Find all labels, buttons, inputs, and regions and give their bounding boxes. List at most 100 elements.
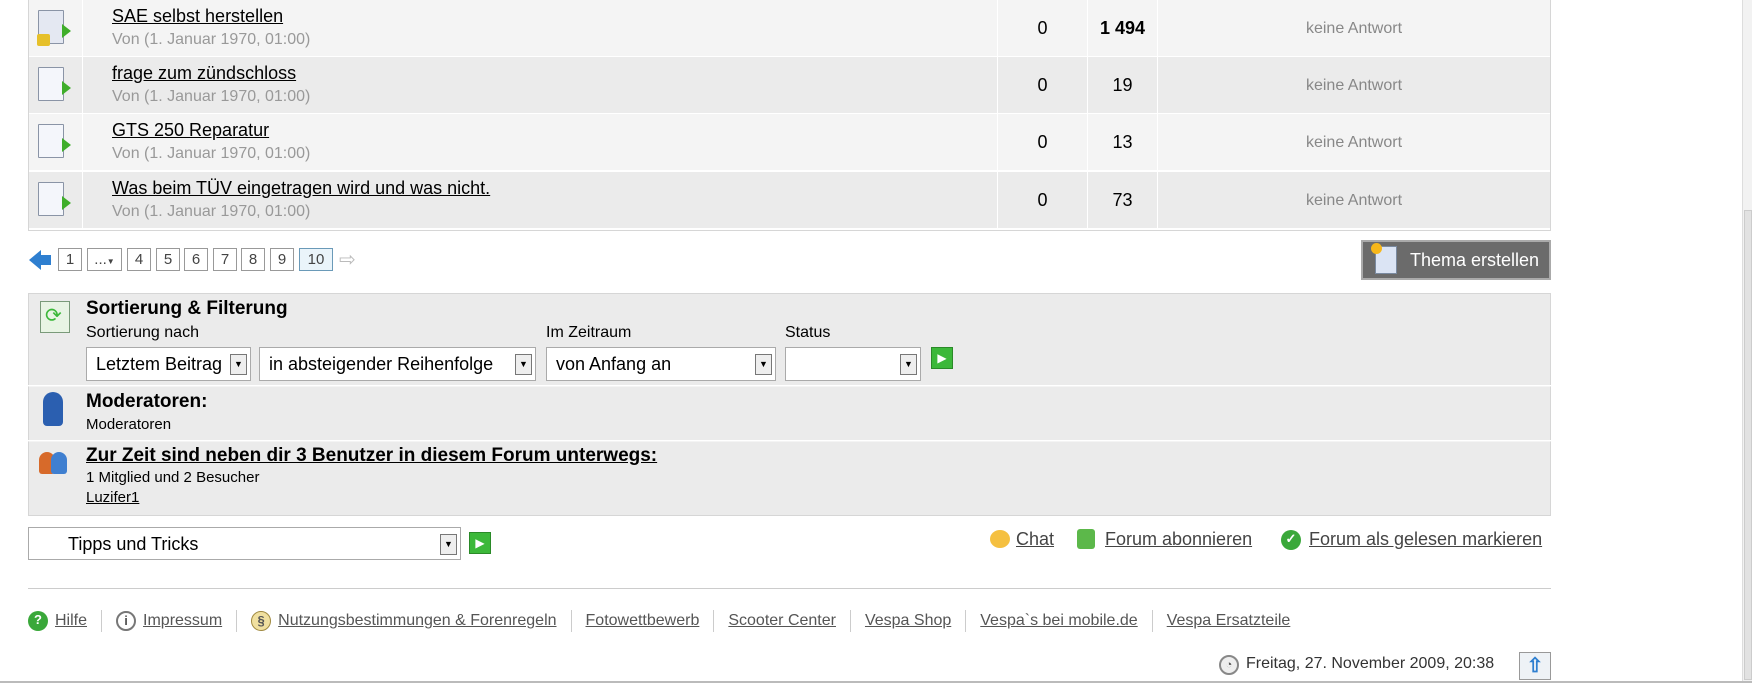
moved-document-icon [38, 67, 71, 101]
vertical-scrollbar[interactable] [1742, 0, 1752, 681]
next-page-icon: ⇨ [339, 249, 356, 271]
moved-document-icon [38, 124, 71, 158]
page-link-4[interactable]: 4 [127, 248, 151, 271]
page-jump-label: ... [94, 251, 107, 268]
topic-title-link[interactable]: frage zum zündschloss [112, 63, 297, 83]
dropdown-arrow-icon: ▼ [106, 257, 115, 266]
dropdown-arrow-icon: ▼ [515, 354, 532, 375]
footer-link-rules[interactable]: Nutzungsbestimmungen & Forenregeln [278, 612, 557, 629]
page-link-9[interactable]: 9 [270, 248, 294, 271]
footer-links: ? Hilfe i Impressum § Nutzungsbestimmung… [28, 610, 1290, 632]
reply-count: 0 [998, 114, 1088, 170]
topic-row: GTS 250 Reparatur Von (1. Januar 1970, 01… [29, 114, 1550, 171]
moderators-text: Moderatoren [86, 416, 172, 433]
check-icon: ✓ [1281, 530, 1301, 550]
sort-refresh-icon: ⟳ [40, 301, 70, 333]
footer-separator [713, 610, 715, 632]
footer-link-scooter-center[interactable]: Scooter Center [728, 612, 836, 629]
subscribe-icon [1077, 529, 1095, 549]
period-label: Im Zeitraum [546, 324, 632, 341]
current-datetime: Freitag, 27. November 2009, 20:38 [1246, 655, 1495, 672]
topic-table: SAE selbst herstellen Von (1. Januar 1970… [28, 0, 1551, 231]
status-label: Status [785, 324, 831, 341]
page-link-6[interactable]: 6 [184, 248, 208, 271]
footer-separator [570, 610, 572, 632]
forum-jump-value: Tipps und Tricks [68, 534, 199, 554]
topic-row: frage zum zündschloss Von (1. Januar 1970… [29, 57, 1550, 114]
footer-link-vespa-shop[interactable]: Vespa Shop [864, 612, 952, 629]
sort-by-value: Letztem Beitrag [96, 354, 223, 374]
sort-order-select[interactable]: in absteigender Reihenfolge ▼ [259, 347, 536, 381]
view-count: 1 494 [1088, 0, 1158, 56]
page-jump-dropdown[interactable]: ...▼ [87, 248, 122, 271]
footer-link-spare-parts[interactable]: Vespa Ersatzteile [1166, 612, 1291, 629]
users-icon-second [51, 452, 67, 474]
last-post: keine Antwort [1305, 20, 1403, 37]
topic-icon-cell [29, 0, 83, 56]
subscribe-link[interactable]: Forum abonnieren [1105, 529, 1253, 549]
window-bottom-edge [0, 681, 1752, 683]
chat-link[interactable]: Chat [1016, 529, 1055, 549]
forum-jump-select[interactable]: Tipps und Tricks ▼ [28, 527, 461, 560]
page-link-5[interactable]: 5 [156, 248, 180, 271]
topic-author: Von (1. Januar 1970, 01:00) [112, 203, 311, 220]
topic-title-link[interactable]: GTS 250 Reparatur [112, 120, 270, 140]
paragraph-icon: § [251, 611, 272, 631]
forum-jump-go-button[interactable]: ▶ [469, 532, 491, 554]
new-document-icon [1375, 246, 1397, 274]
previous-page-arrow-shaft[interactable] [40, 255, 51, 265]
topic-row: Was beim TÜV eingetragen wird und was ni… [29, 172, 1550, 229]
moved-document-icon [38, 182, 71, 216]
last-post: keine Antwort [1305, 134, 1403, 151]
footer-link-mobile-de[interactable]: Vespa`s bei mobile.de [980, 612, 1138, 629]
page-link-7[interactable]: 7 [213, 248, 237, 271]
topic-row: SAE selbst herstellen Von (1. Januar 1970… [29, 0, 1550, 57]
chat-icon [990, 530, 1010, 548]
status-select[interactable]: ▼ [785, 347, 921, 381]
dropdown-arrow-icon: ▼ [230, 354, 247, 375]
footer-link-impressum[interactable]: Impressum [143, 612, 223, 629]
footer-separator [236, 610, 238, 632]
topic-author: Von (1. Januar 1970, 01:00) [112, 31, 311, 48]
sort-by-select[interactable]: Letztem Beitrag ▼ [86, 347, 251, 381]
sort-title: Sortierung & Filterung [86, 298, 288, 319]
view-count: 73 [1088, 172, 1158, 228]
footer-separator [1151, 610, 1153, 632]
page-link-1[interactable]: 1 [58, 248, 82, 271]
sort-filter-panel: ⟳ Sortierung & Filterung Sortierung nach… [28, 293, 1551, 385]
online-users-title-link[interactable]: Zur Zeit sind neben dir 3 Benutzer in di… [86, 445, 658, 466]
online-user-link[interactable]: Luzifer1 [86, 489, 140, 506]
previous-page-icon[interactable] [29, 250, 41, 270]
period-select[interactable]: von Anfang an ▼ [546, 347, 776, 381]
reply-count: 0 [998, 172, 1088, 228]
moderators-panel: Moderatoren: Moderatoren [28, 386, 1551, 440]
reply-count: 0 [998, 57, 1088, 113]
topic-author: Von (1. Januar 1970, 01:00) [112, 145, 311, 162]
footer-link-photo-contest[interactable]: Fotowettbewerb [585, 612, 700, 629]
moderator-icon [43, 392, 63, 426]
clock-icon: ◔ [1219, 655, 1239, 675]
new-topic-button[interactable]: Thema erstellen [1361, 240, 1551, 280]
page-current-10: 10 [299, 248, 333, 271]
view-count: 13 [1088, 114, 1158, 170]
last-post: keine Antwort [1305, 77, 1403, 94]
sort-submit-button[interactable]: ▶ [931, 347, 953, 369]
dropdown-arrow-icon: ▼ [755, 354, 772, 375]
view-count: 19 [1088, 57, 1158, 113]
dropdown-arrow-icon: ▼ [440, 534, 457, 555]
footer-separator [849, 610, 851, 632]
mark-read-link[interactable]: Forum als gelesen markieren [1309, 529, 1543, 549]
moderators-title: Moderatoren: [86, 391, 208, 412]
dropdown-arrow-icon: ▼ [900, 354, 917, 375]
page-link-8[interactable]: 8 [241, 248, 265, 271]
topic-title-link[interactable]: Was beim TÜV eingetragen wird und was ni… [112, 178, 491, 198]
footer-separator [965, 610, 967, 632]
footer-link-help[interactable]: Hilfe [55, 612, 88, 629]
scroll-to-top-button[interactable]: ⇧ [1519, 652, 1551, 680]
topic-title-link[interactable]: SAE selbst herstellen [112, 6, 284, 26]
reply-count: 0 [998, 0, 1088, 56]
footer-divider [28, 588, 1551, 589]
scrollbar-thumb[interactable] [1744, 210, 1752, 680]
online-summary: 1 Mitglied und 2 Besucher [86, 469, 260, 486]
sort-by-label: Sortierung nach [86, 324, 199, 341]
